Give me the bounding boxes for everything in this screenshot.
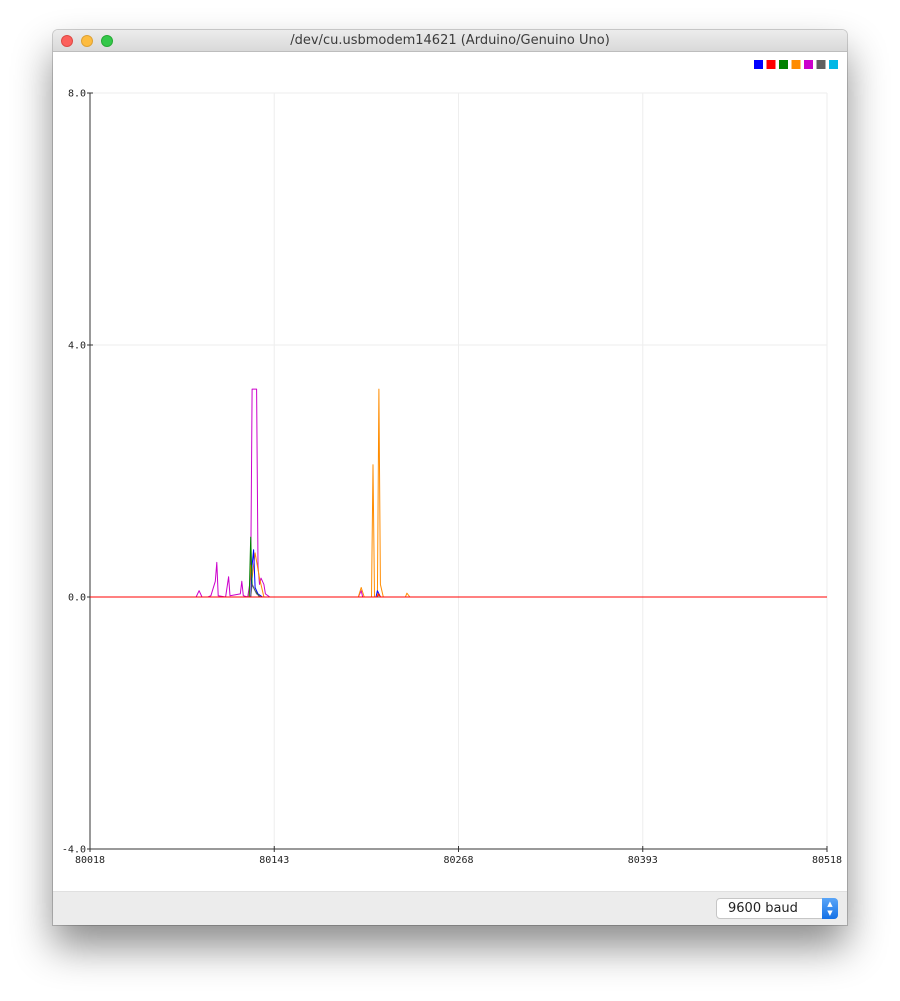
y-tick-label: 4.0: [68, 341, 86, 352]
legend-swatch: [791, 60, 801, 69]
close-window-button[interactable]: [61, 35, 73, 47]
x-tick-label: 80393: [628, 855, 658, 866]
serial-plotter-window: /dev/cu.usbmodem14621 (Arduino/Genuino U…: [53, 30, 847, 925]
legend-swatch: [754, 60, 763, 69]
title-bar[interactable]: /dev/cu.usbmodem14621 (Arduino/Genuino U…: [53, 30, 847, 52]
zoom-window-button[interactable]: [101, 35, 113, 47]
baud-rate-value: 9600 baud: [728, 901, 798, 916]
x-tick-label: 80518: [812, 855, 842, 866]
x-tick-label: 80268: [443, 855, 473, 866]
legend-swatch: [766, 60, 776, 69]
legend-swatch: [779, 60, 788, 69]
y-tick-label: 0.0: [68, 593, 86, 604]
x-tick-label: 80143: [259, 855, 289, 866]
plot-area: 8.0 4.0 0.0 -4.0 80018 80143 80268 80393 80518: [53, 52, 847, 891]
chevron-up-down-icon[interactable]: ▲ ▼: [822, 898, 838, 919]
baud-rate-select[interactable]: 9600 baud ▲ ▼: [716, 898, 838, 919]
y-tick-label: -4.0: [62, 845, 86, 856]
legend-swatch: [829, 60, 838, 69]
window-title: /dev/cu.usbmodem14621 (Arduino/Genuino U…: [290, 33, 610, 48]
legend-swatch: [816, 60, 826, 69]
x-tick-label: 80018: [75, 855, 105, 866]
legend-swatch: [804, 60, 813, 69]
minimize-window-button[interactable]: [81, 35, 93, 47]
series-line: [90, 593, 827, 598]
y-tick-label: 8.0: [68, 89, 86, 100]
footer-bar: 9600 baud ▲ ▼: [53, 891, 847, 925]
